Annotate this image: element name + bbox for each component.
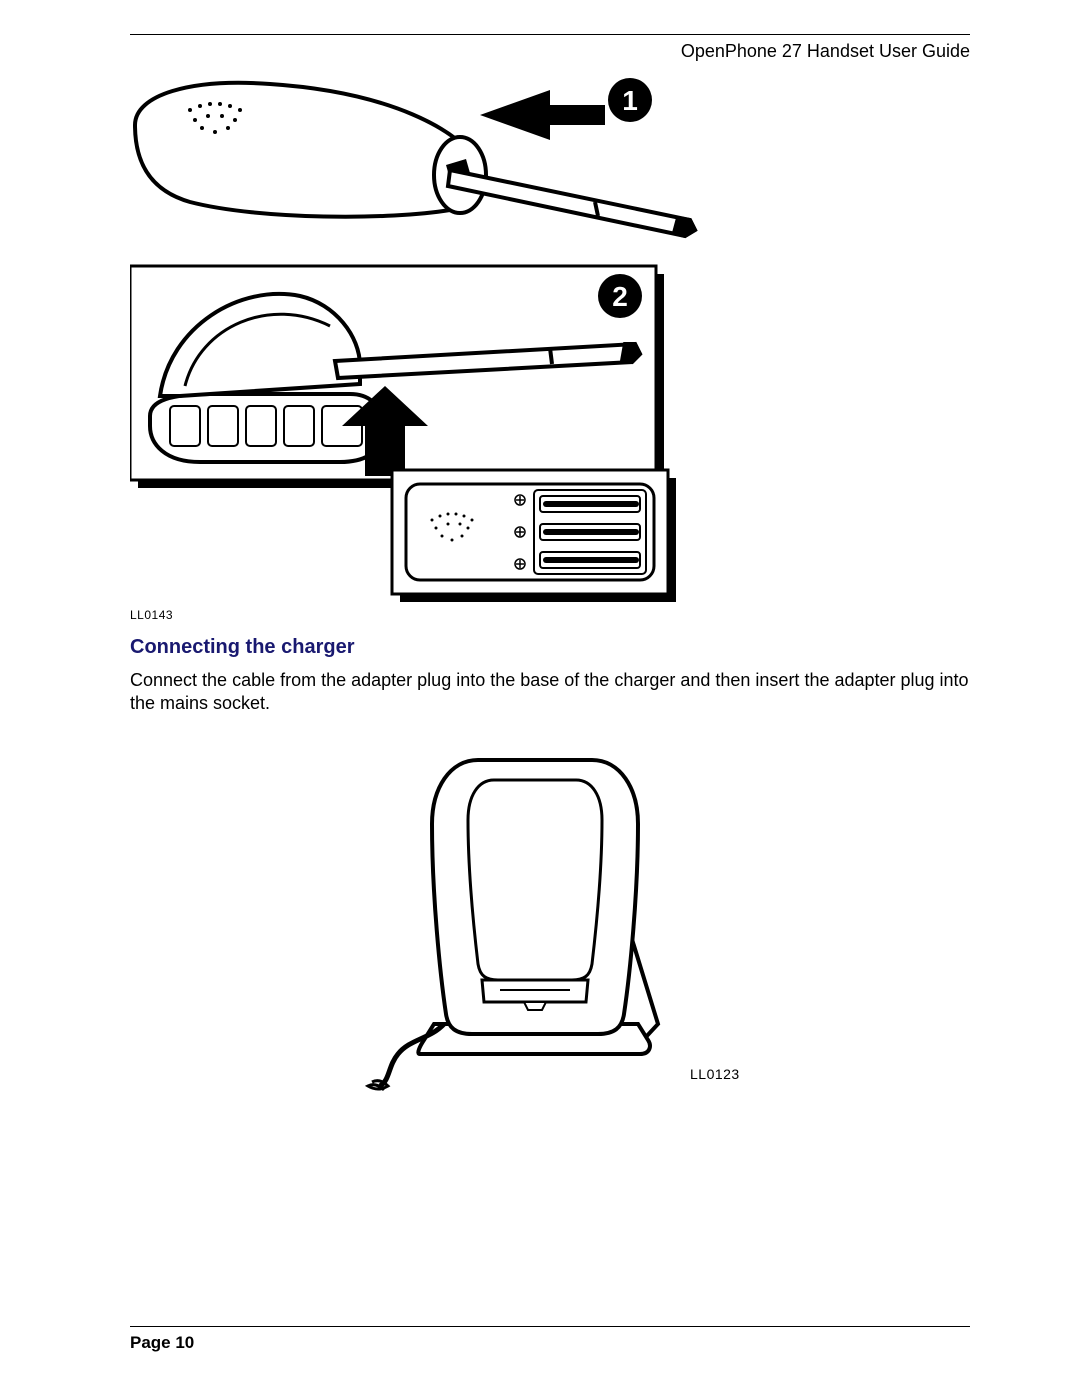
footer: Page 10 <box>130 1326 970 1353</box>
footer-rule <box>130 1326 970 1327</box>
step-1-number: 1 <box>622 85 638 116</box>
figure-battery-install: 1 <box>130 70 770 602</box>
section-body: Connect the cable from the adapter plug … <box>130 669 970 714</box>
section-heading-connecting-charger: Connecting the charger <box>130 636 970 659</box>
figure1-label: LL0143 <box>130 608 970 622</box>
step-2-number: 2 <box>612 281 628 312</box>
header-rule <box>130 34 970 35</box>
figure2-label: LL0123 <box>690 1066 740 1082</box>
page-number: Page 10 <box>130 1333 970 1353</box>
header-title: OpenPhone 27 Handset User Guide <box>130 41 970 62</box>
figure-charger <box>130 754 970 1094</box>
